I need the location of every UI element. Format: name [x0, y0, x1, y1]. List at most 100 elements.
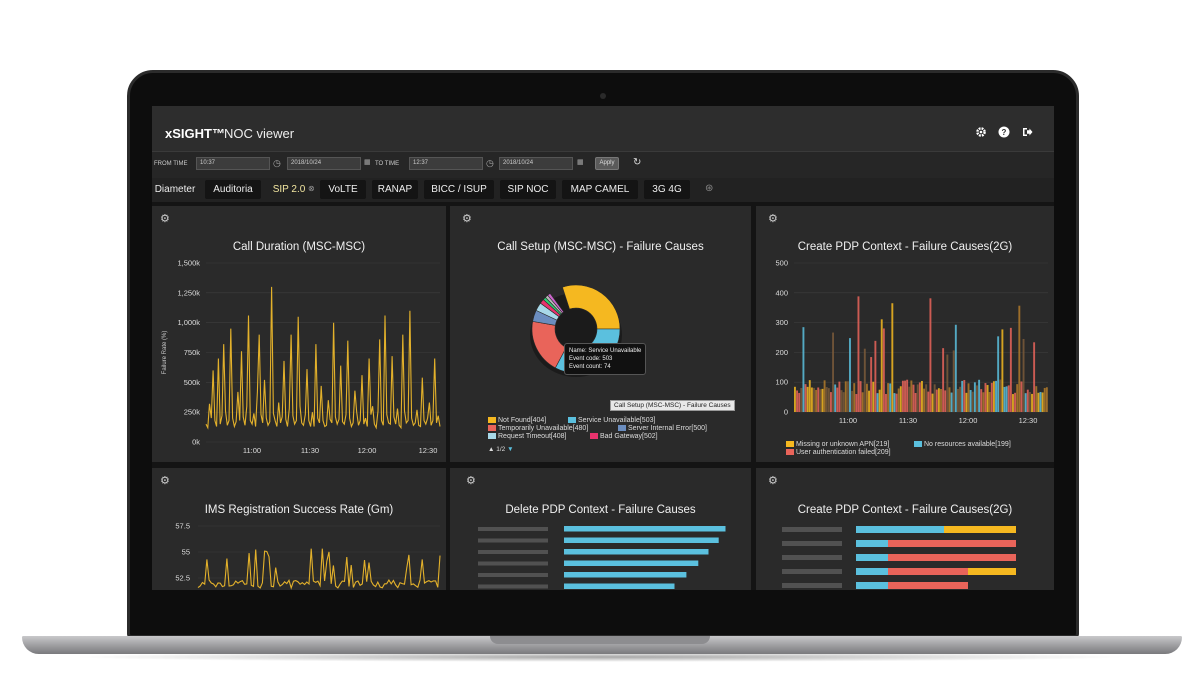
chart-bar [927, 391, 930, 412]
chart-bar [990, 382, 993, 412]
laptop-notch [490, 636, 710, 644]
legend-pager[interactable]: ▲ 1/2 ▼ [488, 446, 514, 453]
calendar-icon[interactable]: ▦ [364, 159, 371, 166]
tab-close-icon[interactable]: ⊗ [308, 184, 315, 193]
y-tick-label: 55 [182, 548, 190, 557]
donut-slice [547, 292, 565, 314]
chart-bar [895, 393, 898, 412]
chart-bar [853, 383, 856, 412]
gear-icon[interactable] [974, 126, 988, 140]
chart-bar [856, 526, 944, 533]
tab-bicc-isup[interactable]: BICC / ISUP [424, 180, 494, 199]
refresh-icon[interactable]: ↻ [633, 157, 642, 168]
chart-bar [1001, 329, 1004, 412]
legend-item[interactable]: Server Internal Error[500] [618, 425, 707, 432]
legend-item[interactable]: Temporarily Unavailable[480] [488, 425, 588, 432]
tab-ranap[interactable]: RANAP [372, 180, 418, 199]
legend-label: Not Found[404] [498, 417, 547, 424]
legend-item[interactable]: Service Unavailable[503] [568, 417, 655, 424]
clock-icon[interactable]: ◷ [273, 158, 281, 168]
chart-bar [564, 549, 709, 555]
legend-item[interactable]: No resources available[199] [914, 441, 1011, 448]
chart-bar [1003, 386, 1006, 412]
series-line [205, 286, 441, 430]
tab-map-camel[interactable]: MAP CAMEL [562, 180, 638, 199]
from-time-input[interactable]: 10:37 [196, 157, 270, 170]
webcam [600, 93, 606, 99]
chart-bar [856, 540, 888, 547]
chart-bar [929, 298, 932, 412]
tab-sip-noc[interactable]: SIP NOC [500, 180, 556, 199]
gear-icon[interactable]: ⚙ [768, 475, 778, 487]
calendar-icon[interactable]: ▦ [577, 159, 584, 166]
chart-bar [897, 388, 900, 412]
chart-bar [1035, 386, 1038, 412]
chart-bar [870, 357, 873, 412]
chart-bar [923, 388, 926, 412]
blurred-label [782, 569, 842, 574]
legend-item[interactable]: Request Timeout[408] [488, 433, 567, 440]
blurred-label [478, 573, 548, 577]
chart-bar [999, 379, 1002, 412]
help-icon[interactable]: ? [997, 126, 1011, 140]
gear-icon[interactable]: ⚙ [160, 475, 170, 487]
chart-bar [921, 380, 923, 412]
pager-label: 1/2 [496, 446, 506, 453]
chart-bar [844, 381, 847, 412]
legend-item[interactable]: Not Found[404] [488, 417, 546, 424]
chart-bar [808, 380, 811, 412]
tab-diameter[interactable]: Diameter [154, 184, 196, 195]
to-time-input[interactable]: 12:37 [409, 157, 483, 170]
add-tab-icon[interactable]: ⊛ [705, 183, 714, 194]
legend-item[interactable]: Missing or unknown APN[219] [786, 441, 889, 448]
blurred-label [478, 561, 548, 566]
tab-auditoria[interactable]: Auditoria [205, 180, 261, 199]
chart-caption: Call Setup (MSC-MSC) - Failure Causes [610, 400, 735, 411]
donut-legend: Not Found[404] Service Unavailable[503] Te… [488, 417, 748, 451]
apply-button[interactable]: Apply [595, 157, 619, 170]
legend-item[interactable]: Bad Gateway[502] [590, 433, 658, 440]
x-tick-label: 12:30 [1019, 416, 1038, 425]
from-date-input[interactable]: 2018/10/24 [287, 157, 361, 170]
chart-bar [800, 388, 803, 412]
chart-bar [859, 381, 862, 412]
x-tick-label: 11:00 [243, 446, 261, 455]
chart-bar [1005, 386, 1008, 412]
y-tick-label: 0k [192, 438, 200, 447]
chart-bar [1018, 305, 1021, 412]
chart-bar [564, 583, 675, 589]
delete-pdp-bar-chart [478, 526, 726, 589]
from-time-label: FROM TIME [154, 161, 188, 167]
call-duration-chart: 1,500k 1,250k 1,000k 750k 500k 250k 0k Failure … [162, 259, 441, 455]
legend-item[interactable]: User authentication failed[209] [786, 449, 891, 456]
chart-bar [912, 384, 915, 412]
gear-icon[interactable]: ⚙ [466, 475, 476, 487]
chart-bar [973, 382, 976, 412]
gear-icon[interactable]: ⚙ [160, 213, 170, 225]
gear-icon[interactable]: ⚙ [768, 213, 778, 225]
panel-delete-pdp: ⚙ Delete PDP Context - Failure Causes [450, 468, 751, 590]
blurred-label [478, 550, 548, 554]
y-tick-label: 250k [184, 408, 201, 417]
gear-icon[interactable]: ⚙ [462, 213, 472, 225]
clock-icon[interactable]: ◷ [486, 158, 494, 168]
chart-bar [1012, 394, 1014, 412]
to-date-input[interactable]: 2018/10/24 [499, 157, 573, 170]
chart-bar [838, 381, 841, 412]
tab-sip-2-0[interactable]: SIP 2.0 [268, 180, 310, 199]
chart-bar [954, 324, 957, 412]
y-tick-label: 750k [184, 348, 201, 357]
chart-bar [986, 385, 989, 412]
chart-bar [914, 393, 917, 412]
chart-bar [874, 340, 877, 412]
create-pdp-bar-chart: 500 400 300 200 100 0 11:00 11:30 12:00 12:30 [775, 259, 1048, 425]
tab-volte[interactable]: VoLTE [320, 180, 366, 199]
chart-bar [889, 383, 892, 412]
legend-label: Request Timeout[408] [498, 433, 567, 440]
logout-icon[interactable] [1020, 126, 1034, 140]
protocol-tabs: Diameter Auditoria SIP 2.0 ⊗ VoLTE RANAP… [152, 178, 1054, 202]
blurred-label [478, 527, 548, 531]
panel-call-duration: ⚙ Call Duration (MSC-MSC) 1,500k 1,250k 1,… [152, 206, 446, 462]
tab-3g-4g[interactable]: 3G 4G [644, 180, 690, 199]
chart-bar [963, 380, 966, 412]
